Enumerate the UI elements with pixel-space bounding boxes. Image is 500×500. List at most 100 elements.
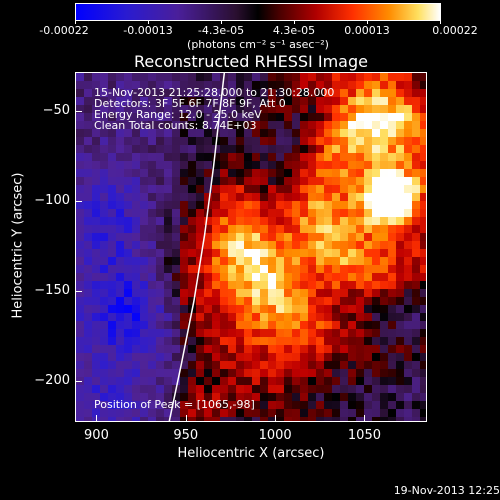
- heatmap-cell: [356, 89, 364, 97]
- heatmap-cell: [348, 273, 356, 281]
- heatmap-cell: [196, 185, 204, 193]
- heatmap-cell: [260, 73, 268, 81]
- heatmap-cell: [324, 369, 332, 377]
- heatmap-cell: [356, 281, 364, 289]
- heatmap-cell: [420, 81, 426, 89]
- heatmap-cell: [316, 217, 324, 225]
- heatmap-cell: [140, 169, 148, 177]
- heatmap-cell: [236, 233, 244, 241]
- heatmap-cell: [420, 193, 426, 201]
- heatmap-cell: [284, 369, 292, 377]
- heatmap-cell: [148, 273, 156, 281]
- heatmap-cell: [188, 329, 196, 337]
- heatmap-cell: [180, 321, 188, 329]
- heatmap-cell: [396, 177, 404, 185]
- heatmap-cell: [188, 225, 196, 233]
- heatmap-cell: [196, 305, 204, 313]
- heatmap-cell: [300, 273, 308, 281]
- heatmap-cell: [348, 193, 356, 201]
- heatmap-cell: [324, 129, 332, 137]
- heatmap-cell: [356, 401, 364, 409]
- heatmap-cell: [156, 401, 164, 409]
- heatmap-cell: [316, 81, 324, 89]
- heatmap-cell: [140, 225, 148, 233]
- heatmap-cell: [412, 273, 420, 281]
- heatmap-cell: [172, 169, 180, 177]
- heatmap-cell: [276, 409, 284, 417]
- heatmap-cell: [396, 129, 404, 137]
- heatmap-cell: [404, 417, 412, 421]
- heatmap-cell: [212, 193, 220, 201]
- heatmap-cell: [252, 73, 260, 81]
- heatmap-cell: [260, 401, 268, 409]
- heatmap-cell: [420, 209, 426, 217]
- heatmap-cell: [348, 81, 356, 89]
- heatmap-cell: [380, 241, 388, 249]
- heatmap-cell: [156, 145, 164, 153]
- heatmap-cell: [412, 369, 420, 377]
- heatmap-cell: [324, 401, 332, 409]
- heatmap-cell: [260, 177, 268, 185]
- heatmap-cell: [220, 369, 228, 377]
- heatmap-cell: [100, 185, 108, 193]
- heatmap-cell: [188, 289, 196, 297]
- heatmap-cell: [268, 257, 276, 265]
- heatmap-cell: [412, 401, 420, 409]
- heatmap-cell: [156, 73, 164, 81]
- heatmap-cell: [116, 313, 124, 321]
- heatmap-cell: [92, 129, 100, 137]
- heatmap-cell: [260, 81, 268, 89]
- heatmap-cell: [276, 145, 284, 153]
- heatmap-cell: [380, 329, 388, 337]
- heatmap-cell: [108, 209, 116, 217]
- heatmap-cell: [324, 353, 332, 361]
- heatmap-cell: [244, 273, 252, 281]
- heatmap-cell: [196, 345, 204, 353]
- heatmap-cell: [244, 161, 252, 169]
- heatmap-cell: [372, 393, 380, 401]
- heatmap-cell: [196, 329, 204, 337]
- heatmap-cell: [196, 289, 204, 297]
- heatmap-cell: [244, 369, 252, 377]
- heatmap-cell: [284, 225, 292, 233]
- heatmap-cell: [220, 361, 228, 369]
- heatmap-cell: [180, 225, 188, 233]
- heatmap-cell: [204, 289, 212, 297]
- heatmap-cell: [236, 305, 244, 313]
- heatmap-cell: [180, 121, 188, 129]
- heatmap-cell: [180, 257, 188, 265]
- heatmap-cell: [204, 169, 212, 177]
- heatmap-cell: [340, 393, 348, 401]
- heatmap-cell: [348, 393, 356, 401]
- heatmap-cell: [132, 161, 140, 169]
- heatmap-cell: [180, 97, 188, 105]
- heatmap-cell: [292, 345, 300, 353]
- heatmap-cell: [212, 329, 220, 337]
- heatmap-cell: [356, 265, 364, 273]
- heatmap-cell: [236, 201, 244, 209]
- heatmap-cell: [316, 105, 324, 113]
- heatmap-cell: [148, 385, 156, 393]
- heatmap-cell: [164, 145, 172, 153]
- heatmap-cell: [268, 409, 276, 417]
- heatmap-cell: [284, 201, 292, 209]
- heatmap-cell: [132, 177, 140, 185]
- heatmap-cell: [108, 201, 116, 209]
- heatmap-cell: [268, 161, 276, 169]
- heatmap-cell: [348, 257, 356, 265]
- heatmap-cell: [356, 97, 364, 105]
- heatmap-cell: [236, 321, 244, 329]
- heatmap-cell: [388, 345, 396, 353]
- heatmap-cell: [260, 153, 268, 161]
- heatmap-cell: [324, 113, 332, 121]
- heatmap-cell: [228, 121, 236, 129]
- heatmap-cell: [220, 417, 228, 421]
- heatmap-cell: [236, 313, 244, 321]
- heatmap-cell: [204, 217, 212, 225]
- heatmap-cell: [204, 361, 212, 369]
- heatmap-cell: [156, 81, 164, 89]
- heatmap-cell: [220, 121, 228, 129]
- heatmap-cell: [236, 249, 244, 257]
- heatmap-cell: [164, 121, 172, 129]
- colorbar-tick: -0.00022: [39, 24, 89, 37]
